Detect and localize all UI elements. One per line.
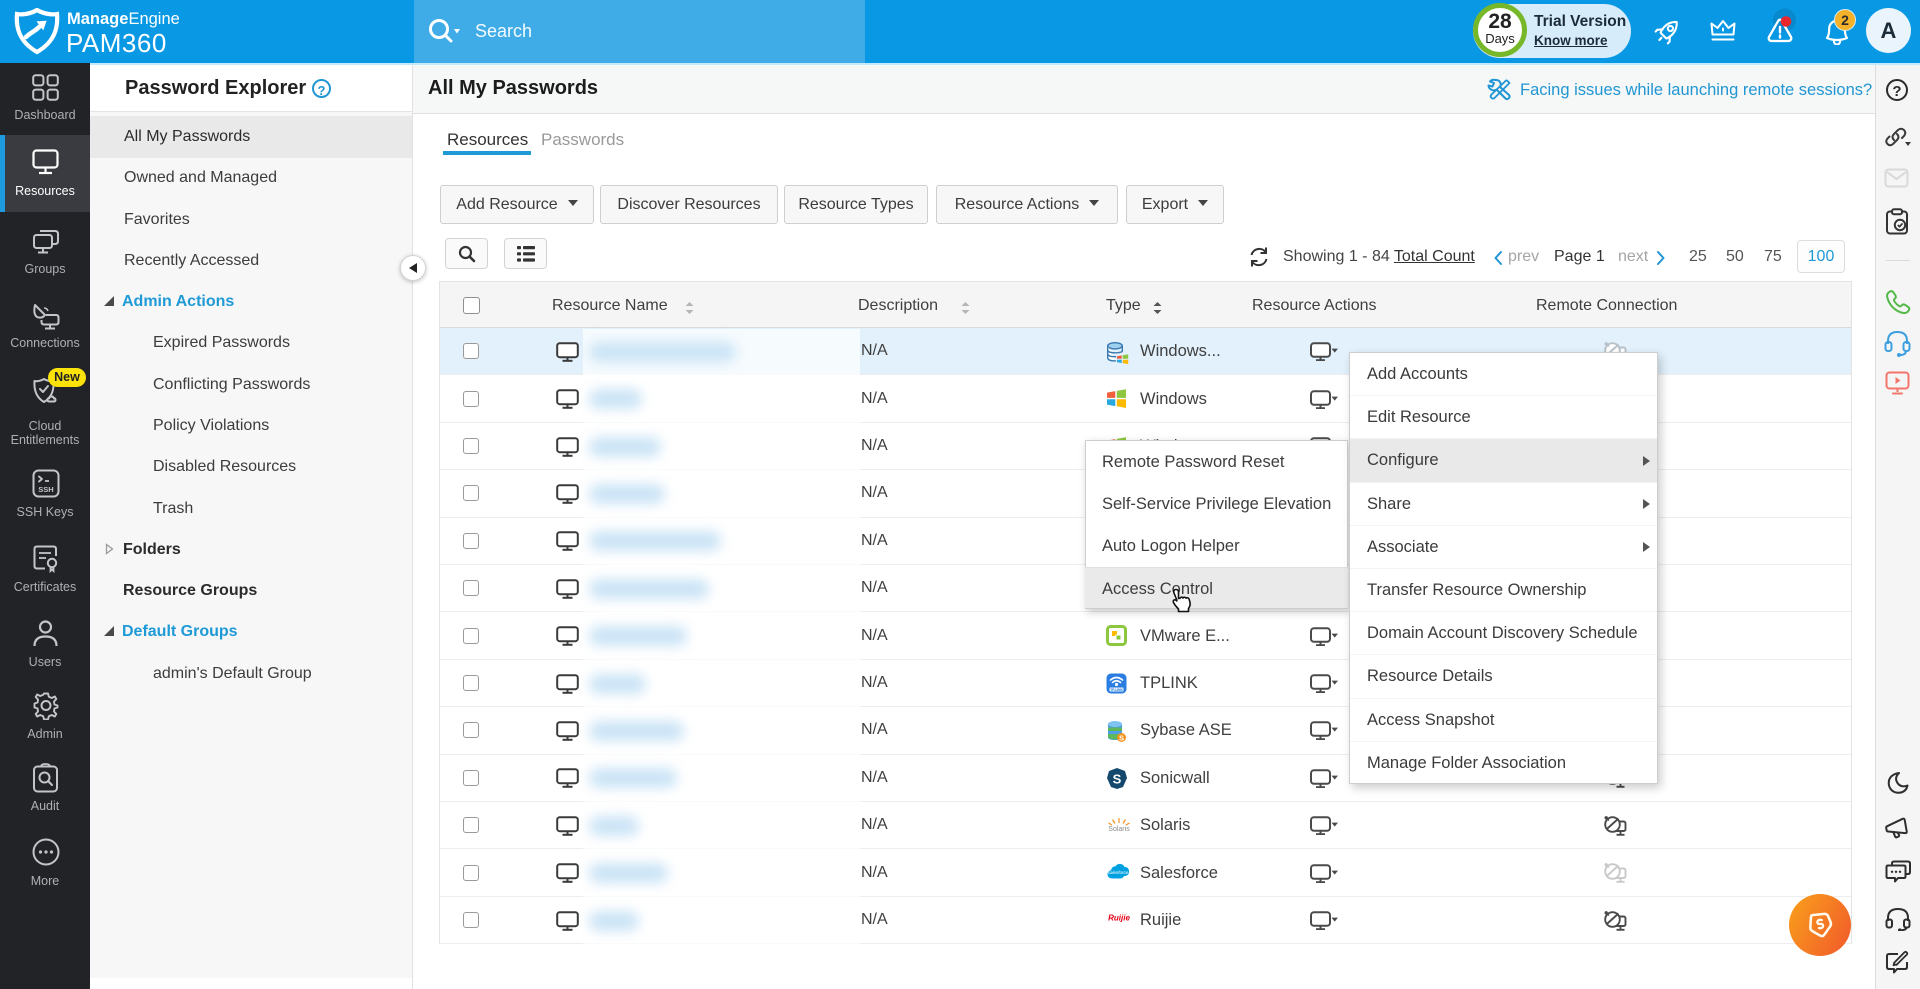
svg-text:SSH: SSH	[38, 485, 53, 494]
svg-text:salesforce: salesforce	[1108, 870, 1129, 875]
svg-text:Solaris: Solaris	[1108, 826, 1130, 833]
svg-text:S: S	[1119, 733, 1124, 742]
svg-text:Ruijie: Ruijie	[1108, 913, 1130, 922]
svg-text:S: S	[1113, 772, 1122, 787]
svg-text:TP-LINK: TP-LINK	[1110, 687, 1123, 691]
